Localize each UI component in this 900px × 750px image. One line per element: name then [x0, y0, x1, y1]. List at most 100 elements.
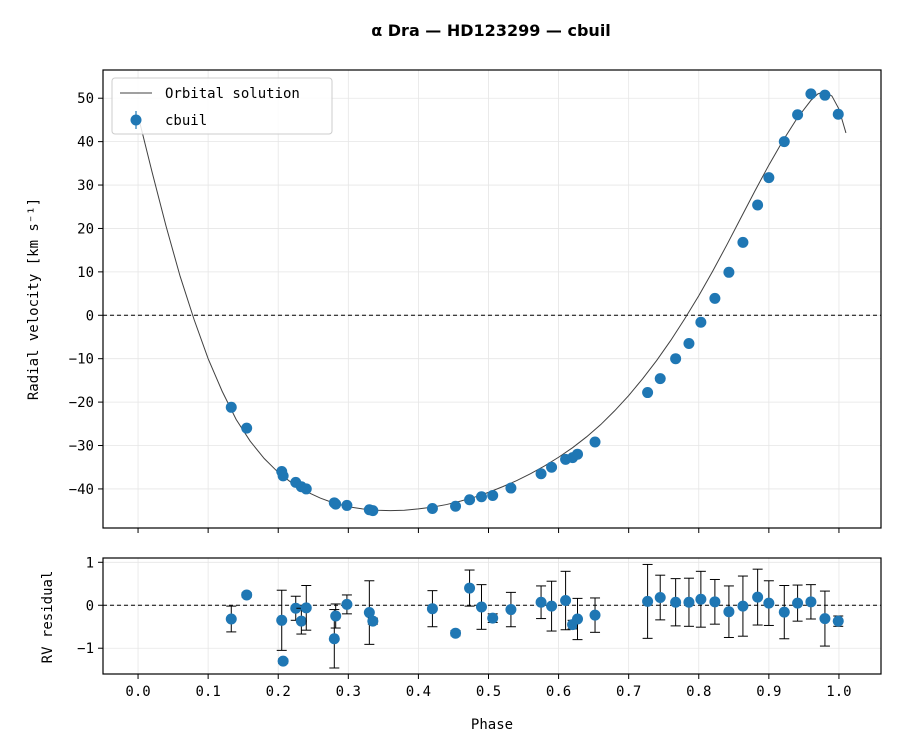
residual-point-5 — [295, 615, 307, 627]
residual-point-group-19 — [546, 580, 558, 632]
rv-point-9 — [341, 499, 353, 511]
residual-point-group-3 — [277, 655, 289, 667]
legend: Orbital solution cbuil — [111, 77, 333, 135]
rv-point-12 — [426, 502, 438, 514]
residual-point-23 — [589, 609, 601, 621]
rv-point-36 — [805, 88, 817, 100]
residual-point-group-13 — [450, 627, 462, 639]
rv-point-18 — [535, 468, 547, 480]
residual-point-33 — [763, 597, 775, 609]
residual-ytick-label-0: −1 — [77, 641, 94, 657]
residual-point-32 — [752, 591, 764, 603]
residual-point-group-17 — [505, 591, 517, 628]
residual-point-2 — [276, 614, 288, 626]
residual-point-4 — [290, 602, 302, 614]
residual-point-29 — [709, 596, 721, 608]
rv-point-13 — [450, 500, 462, 512]
residual-x-axis-label: Phase — [471, 717, 513, 733]
residual-point-15 — [475, 601, 487, 613]
residual-xtick-label-0: 0.0 — [125, 684, 150, 700]
residual-point-26 — [670, 596, 682, 608]
residual-point-20 — [560, 595, 572, 607]
legend-entry-orbital-solution: Orbital solution — [165, 86, 300, 102]
main-y-axis-label: Radial velocity [km s⁻¹] — [26, 198, 42, 400]
rv-point-17 — [505, 482, 517, 494]
rv-point-25 — [654, 373, 666, 385]
residual-point-group-38 — [832, 615, 844, 627]
rv-point-0 — [225, 401, 237, 413]
main-ytick-label-9: 50 — [77, 91, 94, 107]
rv-point-8 — [330, 498, 342, 510]
residual-point-group-23 — [589, 597, 601, 633]
rv-point-22 — [572, 448, 584, 460]
rv-point-23 — [589, 436, 601, 448]
chart-title: α Dra — HD123299 — cbuil — [371, 21, 611, 40]
residual-xtick-label-2: 0.2 — [266, 684, 291, 700]
main-ytick-label-1: −30 — [69, 439, 94, 455]
legend-entry-cbuil: cbuil — [165, 113, 207, 129]
rv-point-35 — [792, 109, 804, 121]
residual-xtick-label-7: 0.7 — [616, 684, 641, 700]
main-x-ticks — [137, 528, 840, 533]
residual-xtick-label-8: 0.8 — [686, 684, 711, 700]
main-ytick-label-6: 20 — [77, 221, 94, 237]
residual-point-38 — [832, 615, 844, 627]
residual-point-34 — [778, 606, 790, 618]
rv-point-38 — [832, 108, 844, 120]
main-ytick-label-0: −40 — [69, 482, 94, 498]
residual-point-group-2 — [276, 589, 288, 651]
rv-point-29 — [709, 292, 721, 304]
residual-point-group-34 — [778, 584, 790, 640]
main-ytick-label-8: 40 — [77, 135, 94, 151]
residual-y-ticks: −1 0 1 — [77, 555, 103, 657]
rv-point-32 — [752, 199, 764, 211]
residual-data-points — [225, 563, 844, 669]
legend-marker-swatch — [130, 114, 142, 126]
residual-y-axis-label: RV residual — [40, 571, 56, 664]
residual-point-group-36 — [805, 584, 817, 620]
residual-point-8 — [330, 610, 342, 622]
residual-point-group-9 — [341, 594, 353, 615]
residual-point-group-37 — [819, 590, 831, 647]
rv-point-30 — [723, 266, 735, 278]
residual-point-0 — [225, 613, 237, 625]
main-ytick-label-3: −10 — [69, 352, 94, 368]
residual-point-group-14 — [464, 569, 476, 607]
residual-point-group-18 — [535, 585, 547, 620]
residual-point-30 — [723, 606, 735, 618]
residual-point-group-22 — [572, 597, 584, 641]
residual-point-group-10 — [363, 580, 375, 645]
rv-point-6 — [300, 483, 312, 495]
residual-point-12 — [426, 603, 438, 615]
rv-point-37 — [819, 89, 831, 101]
rv-point-26 — [670, 353, 682, 365]
residual-point-36 — [805, 596, 817, 608]
residual-point-37 — [819, 613, 831, 625]
residual-point-group-32 — [752, 568, 764, 626]
main-ytick-label-2: −20 — [69, 395, 94, 411]
residual-point-group-12 — [426, 590, 438, 628]
residual-axes-frame — [102, 557, 882, 675]
rv-point-31 — [737, 236, 749, 248]
residual-xtick-label-1: 0.1 — [195, 684, 220, 700]
residual-point-group-25 — [654, 574, 666, 621]
residual-point-group-15 — [475, 584, 487, 630]
residual-point-6 — [300, 602, 312, 614]
residual-point-group-8 — [330, 603, 342, 629]
main-data-points — [225, 88, 844, 517]
legend-box — [111, 77, 333, 135]
main-panel: −40 −30 −20 −10 0 10 20 30 40 50 Radial velocity … — [26, 69, 882, 533]
residual-point-22 — [572, 613, 584, 625]
residual-xtick-label-6: 0.6 — [546, 684, 571, 700]
residual-point-group-6 — [300, 584, 312, 631]
residual-point-9 — [341, 598, 353, 610]
residual-point-24 — [642, 595, 654, 607]
residual-point-1 — [241, 589, 253, 601]
rv-point-27 — [683, 338, 695, 349]
residual-xtick-label-4: 0.4 — [406, 684, 431, 700]
residual-point-group-20 — [560, 570, 572, 631]
residual-point-group-16 — [487, 612, 499, 624]
residual-point-31 — [737, 600, 749, 612]
residual-point-group-35 — [792, 584, 804, 622]
residual-xtick-label-5: 0.5 — [476, 684, 501, 700]
